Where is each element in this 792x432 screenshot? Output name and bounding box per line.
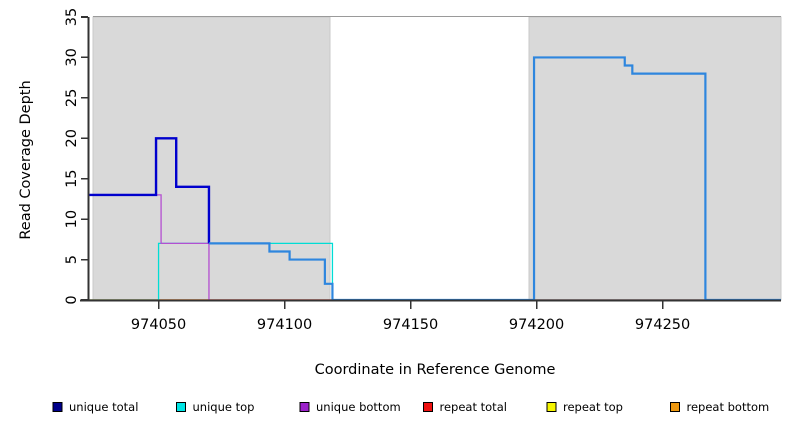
x-tick-label: 974100 <box>257 317 312 333</box>
legend-label-unique-bottom: unique bottom <box>316 400 401 414</box>
y-tick-label: 25 <box>64 89 80 107</box>
shaded-band <box>529 17 781 300</box>
x-tick-label: 974250 <box>635 317 690 333</box>
legend-label-unique-total: unique total <box>69 400 138 414</box>
legend-swatch-unique-top[interactable] <box>176 402 186 412</box>
y-axis: 0 5 10 15 20 25 30 35 <box>64 8 90 305</box>
y-axis-title: Read Coverage Depth <box>18 80 34 239</box>
x-tick-group: 974050 974100 974150 974200 974250 <box>131 301 690 333</box>
x-axis-title: Coordinate in Reference Genome <box>315 362 556 378</box>
y-tick-label: 30 <box>64 48 80 66</box>
legend: unique total unique top unique bottom repea… <box>52 400 770 414</box>
legend-swatch-unique-bottom[interactable] <box>299 402 310 412</box>
x-tick-label: 974150 <box>383 317 438 333</box>
shaded-band-group <box>92 16 782 301</box>
x-tick-label: 974050 <box>131 317 186 333</box>
series-line-unique-total-primary <box>88 137 211 244</box>
legend-label-unique-top: unique top <box>193 400 255 414</box>
legend-swatch-repeat-top[interactable] <box>546 402 557 412</box>
legend-label-repeat-bottom: repeat bottom <box>687 400 770 414</box>
legend-label-repeat-total: repeat total <box>440 400 507 414</box>
y-tick-label: 20 <box>64 129 80 147</box>
y-tick-label: 0 <box>64 295 80 304</box>
legend-swatch-repeat-total[interactable] <box>423 402 433 412</box>
y-tick-label: 35 <box>64 8 80 26</box>
y-tick-group: 0 5 10 15 20 25 30 35 <box>64 8 88 305</box>
shaded-band <box>93 17 330 300</box>
y-tick-label: 15 <box>64 169 80 187</box>
legend-swatch-unique-total[interactable] <box>52 402 63 412</box>
legend-label-repeat-top: repeat top <box>563 400 623 414</box>
y-tick-label: 10 <box>64 210 80 228</box>
legend-swatch-repeat-bottom[interactable] <box>670 402 680 412</box>
x-axis: 974050 974100 974150 974200 974250 <box>80 299 781 333</box>
x-tick-label: 974200 <box>509 317 564 333</box>
y-tick-label: 5 <box>64 255 80 264</box>
